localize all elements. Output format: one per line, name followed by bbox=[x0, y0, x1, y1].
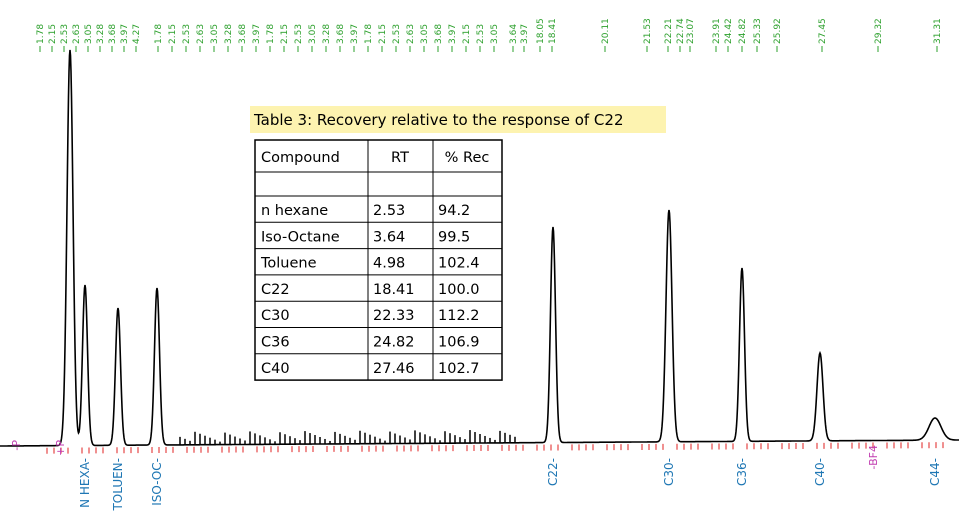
rt-label: 2.53 bbox=[182, 24, 192, 44]
rt-label: 3.97 bbox=[120, 24, 130, 44]
rt-label: 4.27 bbox=[132, 24, 142, 44]
rt-label: 3.28 bbox=[322, 24, 332, 44]
rt-label: 1.78 bbox=[36, 24, 46, 44]
peak-label: C36- bbox=[735, 458, 749, 486]
header-cell: Compound bbox=[261, 150, 340, 166]
cell: 24.82 bbox=[373, 335, 415, 351]
rt-label: 1.78 bbox=[266, 24, 276, 44]
rt-label: 3.97 bbox=[448, 24, 458, 44]
cell: 3.64 bbox=[373, 229, 405, 245]
rt-label: 3.28 bbox=[224, 24, 234, 44]
rt-label: 21.53 bbox=[643, 18, 653, 44]
cell: C40 bbox=[261, 361, 290, 377]
rt-label: 24.42 bbox=[724, 18, 734, 44]
rt-label: 24.82 bbox=[738, 18, 748, 44]
peak-label: TOLUEN- bbox=[111, 458, 125, 512]
rt-label: 3.05 bbox=[420, 24, 430, 44]
caption: Table 3: Recovery relative to the respon… bbox=[253, 111, 624, 129]
rt-label: 31.31 bbox=[933, 18, 943, 44]
peak-label: C40- bbox=[813, 458, 827, 486]
rt-label: 2.15 bbox=[168, 24, 178, 44]
cell: 18.41 bbox=[373, 282, 415, 298]
rt-label: 22.74 bbox=[676, 18, 686, 44]
peak-label: N HEXA- bbox=[78, 458, 92, 508]
marker-label: +P bbox=[54, 440, 67, 456]
table: Compound RT % Rec n hexane 2.53 94.2 Iso-Octan… bbox=[254, 139, 503, 381]
rt-label: 1.78 bbox=[154, 24, 164, 44]
peak-label: C30- bbox=[662, 458, 676, 486]
rt-label: 2.63 bbox=[72, 24, 82, 44]
cell: n hexane bbox=[261, 203, 328, 219]
cell: 2.53 bbox=[373, 203, 405, 219]
trace bbox=[0, 49, 959, 447]
rt-label: 2.53 bbox=[392, 24, 402, 44]
rt-label: 3.68 bbox=[238, 24, 248, 44]
rt-label: 2.53 bbox=[60, 24, 70, 44]
marker-label: -P bbox=[10, 440, 23, 451]
rt-label: 23.91 bbox=[712, 18, 722, 44]
peak-label: C22- bbox=[546, 458, 560, 486]
cell: C36 bbox=[261, 335, 290, 351]
rt-label: 2.15 bbox=[378, 24, 388, 44]
cell: Toluene bbox=[260, 256, 317, 272]
cell: 4.98 bbox=[373, 256, 405, 272]
rt-label: 27.45 bbox=[818, 18, 828, 44]
rt-label: 1.78 bbox=[364, 24, 374, 44]
peak-label: C44- bbox=[928, 458, 942, 486]
table-bg bbox=[254, 139, 503, 381]
cell: 100.0 bbox=[438, 282, 480, 298]
rt-label: 3.28 bbox=[96, 24, 106, 44]
rt-label: 25.33 bbox=[753, 18, 763, 44]
rt-label: 23.07 bbox=[686, 18, 696, 44]
rt-label: 18.05 bbox=[536, 18, 546, 44]
rt-label: 2.15 bbox=[48, 24, 58, 44]
rt-label: 3.68 bbox=[336, 24, 346, 44]
cell: 112.2 bbox=[438, 308, 480, 324]
rt-label: 3.97 bbox=[350, 24, 360, 44]
header-cell: % Rec bbox=[445, 150, 490, 166]
rt-label: 3.97 bbox=[252, 24, 262, 44]
rt-label: 2.15 bbox=[280, 24, 290, 44]
cell: 22.33 bbox=[373, 308, 415, 324]
cell: 99.5 bbox=[438, 229, 470, 245]
rt-label: 3.68 bbox=[108, 24, 118, 44]
rt-label: 3.68 bbox=[434, 24, 444, 44]
cell: C30 bbox=[261, 308, 290, 324]
cell: Iso-Octane bbox=[261, 229, 340, 245]
rt-label: 25.92 bbox=[773, 18, 783, 44]
rt-label: 3.05 bbox=[84, 24, 94, 44]
marker-label: -BF4 bbox=[867, 445, 880, 469]
cell: 102.7 bbox=[438, 361, 480, 377]
rt-label: 3.05 bbox=[308, 24, 318, 44]
rt-label: 29.32 bbox=[874, 18, 884, 44]
rt-label: 3.97 bbox=[520, 24, 530, 44]
rt-label: 2.53 bbox=[294, 24, 304, 44]
rt-label: 2.15 bbox=[462, 24, 472, 44]
cell: 106.9 bbox=[438, 335, 480, 351]
rt-label: 20.11 bbox=[601, 18, 611, 44]
rt-label: 22.21 bbox=[664, 18, 674, 44]
cell: 27.46 bbox=[373, 361, 415, 377]
cell: 94.2 bbox=[438, 203, 470, 219]
rt-label: 3.64 bbox=[509, 24, 519, 44]
rt-label: 2.53 bbox=[476, 24, 486, 44]
rt-label: 2.63 bbox=[406, 24, 416, 44]
peak-label: ISO-OC- bbox=[150, 458, 164, 506]
rt-label: 3.05 bbox=[210, 24, 220, 44]
rt-label: 3.05 bbox=[490, 24, 500, 44]
cell: 102.4 bbox=[438, 256, 480, 272]
cell: C22 bbox=[261, 282, 290, 298]
header-cell: RT bbox=[391, 150, 409, 166]
caption-bg bbox=[250, 106, 666, 133]
rt-label: 18.41 bbox=[548, 18, 558, 44]
rt-label: 2.63 bbox=[196, 24, 206, 44]
